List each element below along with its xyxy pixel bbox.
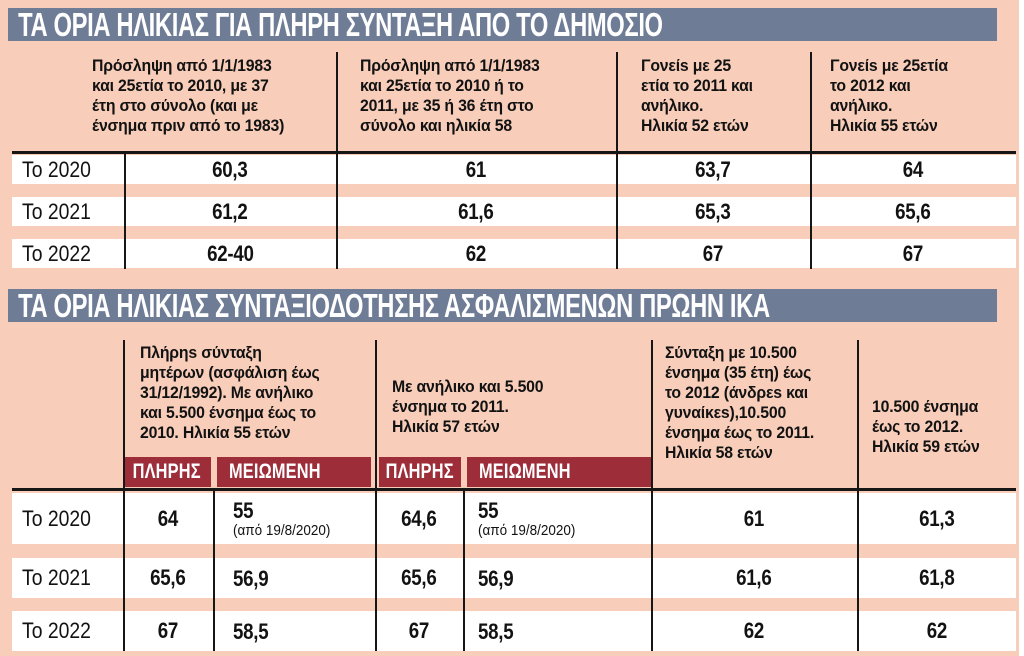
cell-value: 55 (από 19/8/2020) (233, 497, 331, 539)
table2-col4-header: 10.500 ένσημα έως το 2012. Ηλικία 59 ετώ… (872, 397, 980, 456)
column-divider-line (857, 340, 859, 488)
cell-value: 61 (465, 156, 487, 182)
cell-value: 67 (408, 618, 430, 643)
cell-value: 64 (902, 156, 924, 182)
row-label: Το 2022 (22, 240, 91, 266)
column-divider-line (463, 488, 465, 651)
column-divider-line (213, 488, 215, 651)
column-divider-line (375, 340, 377, 488)
cell-value: 55 (από 19/8/2020) (478, 497, 576, 539)
table1-col3-header: Γονείs με 25 ετία το 2011 και ανήλικο. Η… (641, 56, 753, 135)
cell-value: 60,3 (212, 156, 248, 182)
column-divider-line (810, 52, 812, 151)
table-row: Το 2021 61,2 61,6 65,3 65,6 (12, 197, 1016, 226)
cell-value: 64 (157, 505, 179, 531)
table2-title-bar: ΤΑ ΟΡΙΑ ΗΛΙΚΙΑΣ ΣΥΝΤΑΞΙΟΔΟΤΗΣΗΣ ΑΣΦΑΛΙΣΜ… (8, 289, 997, 322)
table-row: Το 2022 67 58,5 67 58,5 62 62 (12, 611, 1016, 651)
header-separator-line (12, 151, 1016, 154)
column-divider-line (123, 488, 125, 651)
cell-value: 62 (465, 240, 487, 266)
row-label: Το 2020 (22, 156, 91, 182)
column-divider-line (336, 151, 338, 269)
cell-value: 62 (926, 618, 947, 643)
row-label: Το 2022 (22, 618, 91, 643)
table1-col1-header: Πρόσληψη από 1/1/1983 και 25ετία το 2010… (92, 56, 285, 135)
cell-value: 65,3 (695, 198, 731, 224)
column-divider-line (651, 488, 653, 651)
table2-col2-header: Με ανήλικο και 5.500 ένσημα το 2011. Ηλι… (392, 377, 544, 436)
header-separator-line (12, 488, 1016, 491)
row-label: Το 2021 (22, 565, 91, 590)
cell-value: 61,8 (918, 565, 955, 590)
cell-value: 65,6 (401, 565, 437, 590)
table1-col4-header: Γονείs με 25ετία το 2012 και ανήλικο. Ηλ… (830, 56, 948, 135)
subheader-reduced-pension: ΜΕΙΩΜΕΝΗ (217, 457, 371, 487)
cell-value: 65,6 (895, 198, 931, 224)
column-divider-line (336, 52, 338, 151)
column-divider-line (810, 151, 812, 269)
column-divider-line (616, 151, 618, 269)
cell-value: 67 (902, 240, 924, 266)
cell-value: 61,3 (918, 505, 955, 531)
table-row: Το 2020 64 55 (από 19/8/2020) 64,6 55 (α… (12, 493, 1016, 544)
table-row: Το 2021 65,6 56,9 65,6 56,9 61,6 61,8 (12, 558, 1016, 598)
cell-note: (από 19/8/2020) (233, 521, 331, 539)
cell-value: 56,9 (478, 565, 514, 591)
cell-value: 67 (157, 618, 179, 643)
column-divider-line (616, 52, 618, 151)
column-divider-line (123, 340, 125, 488)
cell-note: (από 19/8/2020) (478, 521, 576, 539)
table2-col3-header: Σύνταξη με 10.500 ένσημα (35 έτη) έως το… (665, 343, 815, 462)
subheader-full-pension: ΠΛΗΡΗΣ (379, 457, 461, 487)
table-row: Το 2020 60,3 61 63,7 64 (12, 155, 1016, 184)
cell-value: 61,6 (458, 198, 494, 224)
cell-value: 58,5 (233, 618, 269, 644)
cell-value: 61,2 (212, 198, 248, 224)
column-divider-line (124, 151, 126, 269)
column-divider-line (857, 488, 859, 651)
table1-title: ΤΑ ΟΡΙΑ ΗΛΙΚΙΑΣ ΓΙΑ ΠΛΗΡΗ ΣΥΝΤΑΞΗ ΑΠΟ ΤΟ… (18, 8, 663, 41)
image-edge-strip (1019, 0, 1024, 656)
cell-value: 62-40 (206, 240, 254, 266)
cell-value: 58,5 (478, 618, 514, 644)
table-row: Το 2022 62-40 62 67 67 (12, 239, 1016, 268)
row-label: Το 2020 (22, 505, 91, 531)
table1-title-bar: ΤΑ ΟΡΙΑ ΗΛΙΚΙΑΣ ΓΙΑ ΠΛΗΡΗ ΣΥΝΤΑΞΗ ΑΠΟ ΤΟ… (8, 8, 997, 41)
cell-value: 61,6 (736, 565, 772, 590)
table2-col1-header: Πλήρηs σύνταξη μητέρων (ασφάλιση έως 31/… (140, 343, 320, 442)
cell-value: 63,7 (695, 156, 731, 182)
cell-value: 67 (702, 240, 724, 266)
table2-title: ΤΑ ΟΡΙΑ ΗΛΙΚΙΑΣ ΣΥΝΤΑΞΙΟΔΟΤΗΣΗΣ ΑΣΦΑΛΙΣΜ… (18, 289, 770, 322)
cell-value: 56,9 (233, 565, 269, 591)
cell-value: 64,6 (401, 505, 437, 531)
column-divider-line (651, 340, 653, 488)
subheader-full-pension: ΠΛΗΡΗΣ (123, 457, 211, 487)
cell-value: 62 (743, 618, 765, 643)
cell-value: 61 (743, 505, 765, 531)
column-divider-line (375, 488, 377, 651)
row-label: Το 2021 (22, 198, 91, 224)
table1-col2-header: Πρόσληψη από 1/1/1983 και 25ετία το 2010… (360, 56, 540, 135)
subheader-reduced-pension: ΜΕΙΩΜΕΝΗ (467, 457, 651, 487)
cell-value: 65,6 (150, 565, 186, 590)
